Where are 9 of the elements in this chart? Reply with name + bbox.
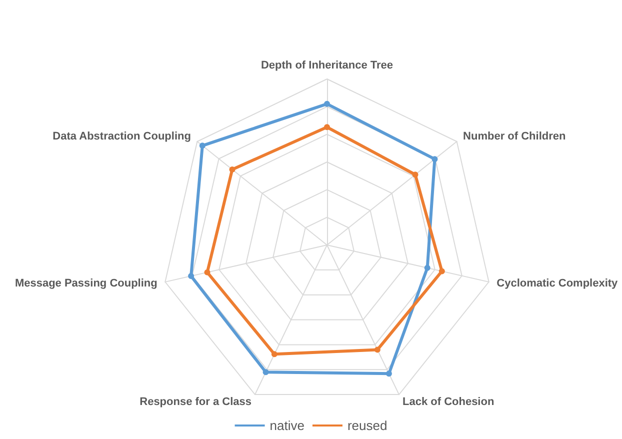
spoke-label: Message Passing Coupling <box>14 278 158 290</box>
spoke-label: Data Abstraction Coupling <box>52 130 191 143</box>
spoke-label: Depth of Inheritance Tree <box>260 60 394 72</box>
spoke-label: Lack of Cohesion <box>402 396 494 408</box>
spoke-label: Cyclomatic Complexity <box>496 278 619 290</box>
spoke-label: Response for a Class <box>140 396 252 408</box>
spoke-label: Number of Children <box>463 130 566 143</box>
legend-label: native <box>270 418 304 433</box>
legend-label: reused <box>347 418 388 433</box>
